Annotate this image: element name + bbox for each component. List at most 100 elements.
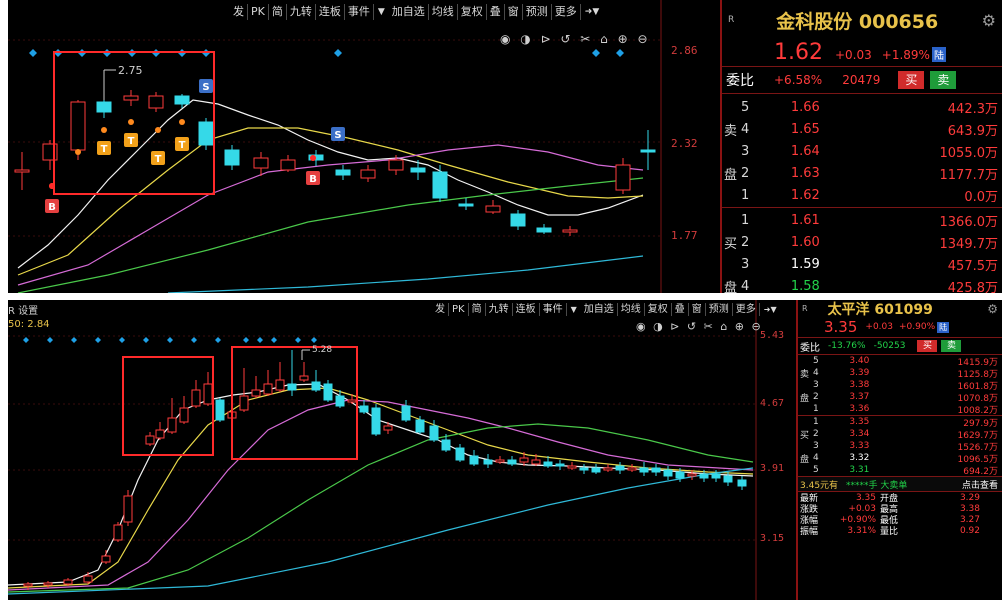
toolbar-fa[interactable]: 发 (432, 303, 449, 316)
dropdown-arrow-icon[interactable]: ▼ (570, 305, 577, 314)
ma20-line (17, 144, 644, 286)
dropdown-arrow-icon[interactable]: ▼ (377, 7, 385, 17)
ma10-line (8, 387, 754, 589)
order-level-row[interactable]: 5 1.66 442.3万 (722, 96, 1002, 118)
top-kline-chart[interactable]: 2.75 T T T T B B S S (8, 0, 673, 293)
settings-corner[interactable]: R 设置 (8, 306, 39, 317)
toolbar-simple[interactable]: 简 (469, 303, 486, 316)
candle-body (536, 227, 552, 233)
toolbar-nine-turn[interactable]: 九转 (287, 4, 316, 20)
toolbar-limit-up[interactable]: 连板 (513, 303, 540, 316)
top-chart-tool-icons[interactable]: ◉ ◑ ⊳ ↺ ✂ ⌂ ⊕ ⊖ (500, 32, 651, 46)
price-axis-label: 3.15 (760, 533, 785, 544)
toolbar-events[interactable]: 事件 (345, 4, 374, 20)
order-level-row[interactable]: 买 2 1.60 1349.7万 (722, 231, 1002, 253)
sell-button[interactable]: 卖 (930, 71, 957, 89)
pin-icon[interactable]: ➜▼ (763, 305, 777, 314)
book-level: 2 (813, 392, 819, 402)
book-price: 3.36 (849, 404, 870, 414)
toolbar-add-watch[interactable]: 加自选 (389, 4, 429, 20)
order-level-row[interactable]: 5 3.40 1415.9万 (798, 355, 1002, 368)
toolbar-more[interactable]: 更多 (733, 303, 760, 316)
candle-body (83, 575, 93, 583)
order-level-row[interactable]: 1 3.35 297.9万 (798, 416, 1002, 429)
toolbar-simple[interactable]: 简 (269, 4, 287, 20)
book-price: 3.35 (849, 417, 870, 427)
candle-body (458, 203, 474, 207)
candle-body (519, 457, 529, 463)
big-order-bar[interactable]: 3.45元有 *****手 大卖单 点击查看 (798, 476, 1002, 491)
candle-body (615, 465, 625, 471)
gear-icon[interactable]: ⚙ (981, 10, 996, 30)
stat-label: 最低 (880, 516, 899, 526)
gear-icon[interactable]: ⚙ (987, 301, 998, 316)
order-level-row[interactable]: 3 1.59 457.5万 (722, 253, 1002, 275)
order-level-row[interactable]: 3 3.38 1601.8万 (798, 379, 1002, 392)
book-price: 1.59 (790, 256, 820, 272)
buy-button[interactable]: 买 (917, 340, 938, 352)
book-level: 5 (813, 356, 819, 366)
order-level-row[interactable]: 3 3.33 1526.7万 (798, 440, 1002, 453)
big-order-view-link[interactable]: 点击查看 (961, 480, 998, 491)
stat-value: 3.27 (959, 514, 980, 525)
candle-body (543, 461, 553, 467)
book-level: 5 (813, 465, 819, 475)
order-level-row[interactable]: 盘 4 3.32 1096.5万 (798, 452, 1002, 465)
order-level-row[interactable]: 1 1.62 0.0万 (722, 184, 1002, 206)
stock-name-code[interactable]: 太平洋 601099 (827, 301, 933, 318)
toolbar-limit-up[interactable]: 连板 (316, 4, 345, 20)
current-price: 3.35 (824, 318, 858, 336)
toolbar-nine-turn[interactable]: 九转 (486, 303, 513, 316)
toolbar-forecast[interactable]: 预测 (706, 303, 733, 316)
toolbar-add-watch[interactable]: 加自选 (581, 303, 618, 316)
toolbar-more[interactable]: 更多 (552, 4, 581, 20)
candle-body (123, 95, 139, 101)
bottom-kline-chart[interactable]: 5.28 (8, 300, 798, 600)
order-level-row[interactable]: 盘 2 1.63 1177.7万 (722, 162, 1002, 184)
order-level-row[interactable]: 1 3.36 1008.2万 (798, 403, 1002, 416)
price-change-pct: +1.89% (881, 48, 930, 62)
candle-body (335, 169, 351, 176)
t-marker-label: T (155, 154, 162, 165)
toolbar-pk[interactable]: PK (449, 303, 469, 316)
candle-body (495, 459, 505, 463)
buy-button[interactable]: 买 (898, 71, 925, 89)
order-level-row[interactable]: 3 1.64 1055.0万 (722, 140, 1002, 162)
pin-icon[interactable]: ➜▼ (584, 7, 600, 17)
order-level-row[interactable]: 盘 4 1.58 425.8万 (722, 275, 1002, 294)
order-level-row[interactable]: 5 3.31 694.2万 (798, 464, 1002, 477)
order-level-row[interactable]: 1 1.61 1366.0万 (722, 209, 1002, 231)
t-marker-label: T (179, 140, 186, 151)
book-level: 3 (813, 441, 819, 451)
toolbar-adjust[interactable]: 复权 (645, 303, 672, 316)
book-price: 1.65 (790, 121, 820, 137)
order-level-row[interactable]: 卖 4 3.39 1125.8万 (798, 367, 1002, 380)
order-ratio-label: 委比 (800, 342, 820, 354)
book-price: 3.32 (849, 453, 870, 463)
toolbar-adjust[interactable]: 复权 (458, 4, 487, 20)
price-change-pct: +0.90% (899, 322, 936, 332)
order-level-row[interactable]: 盘 2 3.37 1070.8万 (798, 391, 1002, 404)
toolbar-window[interactable]: 窗 (505, 4, 523, 20)
book-level: 3 (813, 380, 819, 390)
toolbar-pk[interactable]: PK (248, 4, 269, 20)
ma30-line (17, 177, 644, 293)
book-side-label: 盘 (800, 393, 810, 404)
toolbar-ma[interactable]: 均线 (618, 303, 645, 316)
order-level-row[interactable]: 卖 4 1.65 643.9万 (722, 118, 1002, 140)
toolbar-window[interactable]: 窗 (689, 303, 706, 316)
candle-body (371, 407, 381, 435)
toolbar-ma[interactable]: 均线 (429, 4, 458, 20)
toolbar-forecast[interactable]: 预测 (523, 4, 552, 20)
toolbar-events[interactable]: 事件 (540, 303, 567, 316)
stock-name-code[interactable]: 金科股份 000656 (776, 10, 939, 33)
book-price: 1.58 (790, 278, 820, 294)
order-level-row[interactable]: 买 2 3.34 1629.7万 (798, 428, 1002, 441)
sell-button[interactable]: 卖 (941, 340, 962, 352)
toolbar-overlay[interactable]: 叠 (672, 303, 689, 316)
bottom-chart-tool-icons[interactable]: ◉ ◑ ⊳ ↺ ✂ ⌂ ⊕ ⊖ (636, 320, 763, 333)
toolbar-overlay[interactable]: 叠 (487, 4, 505, 20)
candle-body (63, 579, 73, 585)
toolbar-fa[interactable]: 发 (230, 4, 248, 20)
book-volume: 1366.0万 (939, 214, 999, 230)
